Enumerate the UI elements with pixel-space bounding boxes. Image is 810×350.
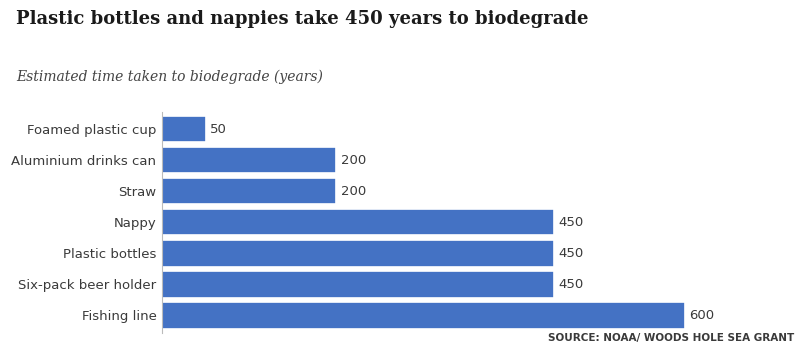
Bar (162, 209, 554, 236)
Text: Estimated time taken to biodegrade (years): Estimated time taken to biodegrade (year… (16, 70, 323, 84)
Bar (162, 271, 554, 298)
Text: Plastic bottles and nappies take 450 years to biodegrade: Plastic bottles and nappies take 450 yea… (16, 10, 589, 28)
Bar (162, 116, 206, 142)
Text: 450: 450 (558, 247, 584, 260)
Bar (162, 178, 336, 204)
Text: 600: 600 (689, 309, 714, 322)
Text: 450: 450 (558, 216, 584, 229)
Text: 450: 450 (558, 278, 584, 291)
Text: 50: 50 (210, 122, 227, 135)
Text: 200: 200 (341, 154, 366, 167)
Bar (162, 240, 554, 266)
Text: 200: 200 (341, 185, 366, 198)
Bar (162, 147, 336, 173)
Text: SOURCE: NOAA/ WOODS HOLE SEA GRANT: SOURCE: NOAA/ WOODS HOLE SEA GRANT (548, 333, 794, 343)
Bar (162, 302, 684, 329)
